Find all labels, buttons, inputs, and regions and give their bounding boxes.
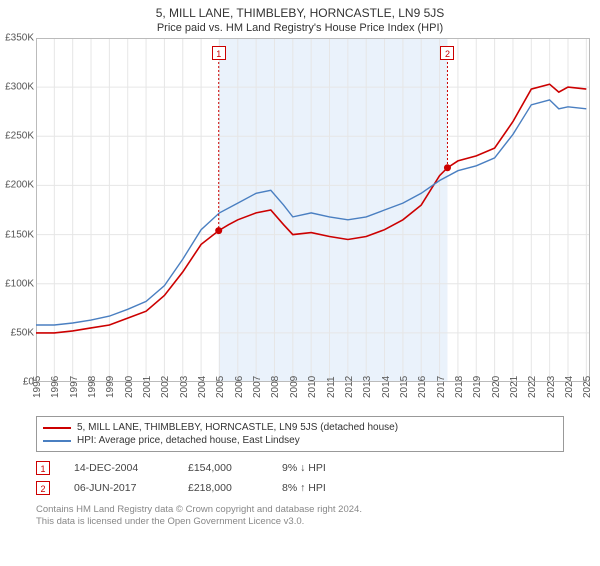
sale-price: £154,000 [188, 462, 258, 474]
x-tick-label: 1995 [32, 376, 43, 398]
x-tick-label: 2005 [215, 376, 226, 398]
x-tick-label: 2019 [472, 376, 483, 398]
x-tick-label: 2021 [509, 376, 520, 398]
y-tick-label: £50K [0, 327, 34, 338]
x-tick-label: 1998 [87, 376, 98, 398]
sale-diff: 9% ↓ HPI [282, 462, 362, 474]
legend-item: HPI: Average price, detached house, East… [43, 434, 557, 447]
sale-price: £218,000 [188, 482, 258, 494]
x-tick-label: 2000 [124, 376, 135, 398]
legend-label: HPI: Average price, detached house, East… [77, 435, 300, 446]
chart-subtitle: Price paid vs. HM Land Registry's House … [0, 22, 600, 34]
x-tick-label: 2009 [289, 376, 300, 398]
x-tick-label: 2012 [344, 376, 355, 398]
sales-row: 2 06-JUN-2017 £218,000 8% ↑ HPI [36, 478, 564, 498]
y-tick-label: £100K [0, 278, 34, 289]
sale-marker-box: 1 [36, 461, 50, 475]
sale-marker-box: 2 [36, 481, 50, 495]
legend: 5, MILL LANE, THIMBLEBY, HORNCASTLE, LN9… [36, 416, 564, 452]
y-tick-label: £150K [0, 229, 34, 240]
attribution-line: Contains HM Land Registry data © Crown c… [36, 504, 564, 516]
sale-diff: 8% ↑ HPI [282, 482, 362, 494]
legend-swatch [43, 427, 71, 429]
sale-date: 14-DEC-2004 [74, 462, 164, 474]
x-tick-label: 2017 [436, 376, 447, 398]
x-tick-label: 2011 [326, 376, 337, 398]
chart-title: 5, MILL LANE, THIMBLEBY, HORNCASTLE, LN9… [0, 6, 600, 20]
line-chart [36, 38, 590, 382]
x-tick-label: 2014 [381, 376, 392, 398]
y-tick-label: £0 [0, 377, 34, 388]
x-tick-label: 2013 [362, 376, 373, 398]
x-tick-label: 2003 [179, 376, 190, 398]
x-tick-label: 2008 [270, 376, 281, 398]
x-axis-labels: 1995199619971998199920002001200220032004… [36, 382, 590, 414]
attribution: Contains HM Land Registry data © Crown c… [36, 504, 564, 528]
sale-marker-box: 2 [440, 46, 454, 60]
x-tick-label: 2025 [582, 376, 593, 398]
x-tick-label: 2001 [142, 376, 153, 398]
x-tick-label: 2018 [454, 376, 465, 398]
chart-area: £0£50K£100K£150K£200K£250K£300K£350K 12 [36, 38, 590, 382]
x-tick-label: 2007 [252, 376, 263, 398]
y-tick-label: £300K [0, 82, 34, 93]
x-tick-label: 1996 [50, 376, 61, 398]
x-tick-label: 2010 [307, 376, 318, 398]
x-tick-label: 1999 [105, 376, 116, 398]
legend-item: 5, MILL LANE, THIMBLEBY, HORNCASTLE, LN9… [43, 421, 557, 434]
x-tick-label: 2006 [234, 376, 245, 398]
x-tick-label: 2002 [160, 376, 171, 398]
sale-date: 06-JUN-2017 [74, 482, 164, 494]
y-tick-label: £250K [0, 131, 34, 142]
sale-marker-box: 1 [212, 46, 226, 60]
x-tick-label: 1997 [69, 376, 80, 398]
y-tick-label: £350K [0, 33, 34, 44]
x-tick-label: 2016 [417, 376, 428, 398]
x-tick-label: 2015 [399, 376, 410, 398]
x-tick-label: 2023 [546, 376, 557, 398]
x-tick-label: 2024 [564, 376, 575, 398]
attribution-line: This data is licensed under the Open Gov… [36, 516, 564, 528]
legend-swatch [43, 440, 71, 442]
sales-row: 1 14-DEC-2004 £154,000 9% ↓ HPI [36, 458, 564, 478]
legend-label: 5, MILL LANE, THIMBLEBY, HORNCASTLE, LN9… [77, 422, 398, 433]
sales-table: 1 14-DEC-2004 £154,000 9% ↓ HPI 2 06-JUN-2017… [36, 458, 564, 498]
x-tick-label: 2004 [197, 376, 208, 398]
y-tick-label: £200K [0, 180, 34, 191]
x-tick-label: 2020 [491, 376, 502, 398]
x-tick-label: 2022 [527, 376, 538, 398]
